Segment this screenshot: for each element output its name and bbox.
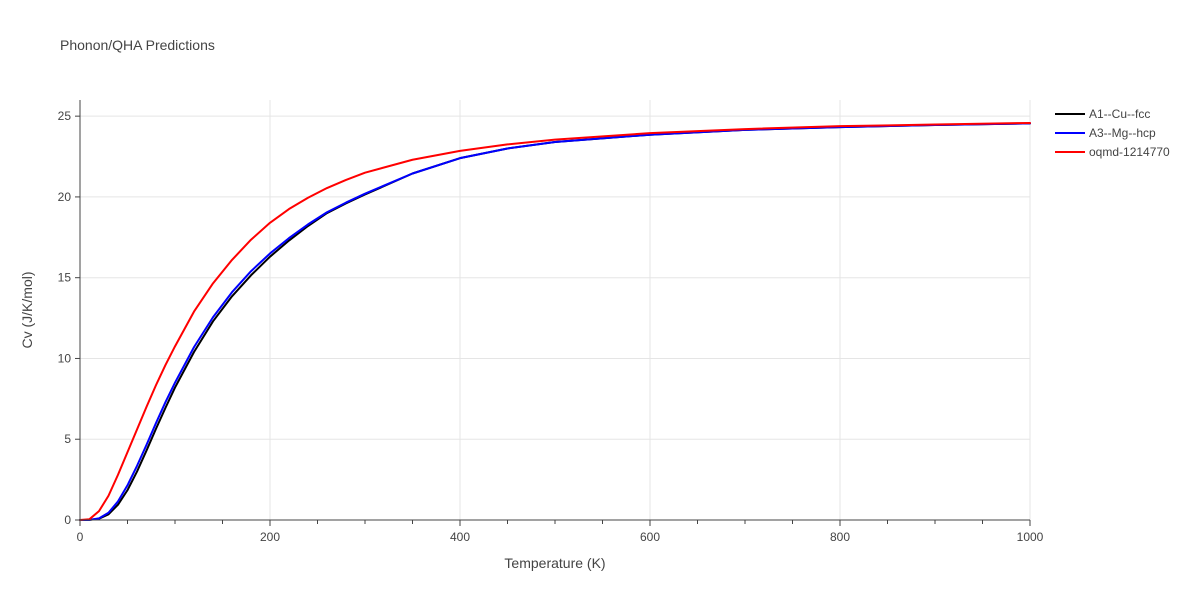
series-line-2[interactable]	[79, 122, 1031, 521]
x-tick-label: 0	[77, 530, 84, 544]
grid	[80, 100, 1031, 520]
chart-title: Phonon/QHA Predictions	[60, 37, 215, 53]
y-tick-label: 10	[58, 351, 72, 365]
y-tick-label: 20	[58, 190, 72, 204]
legend-label: A3--Mg--hcp	[1089, 126, 1156, 140]
y-tick-label: 15	[58, 271, 72, 285]
y-tick-label: 5	[64, 432, 71, 446]
legend-label: A1--Cu--fcc	[1089, 107, 1150, 121]
x-tick-label: 800	[830, 530, 850, 544]
x-tick-label: 600	[640, 530, 660, 544]
legend-item-1[interactable]: A1--Cu--fcc	[1055, 107, 1150, 121]
ticks: 0 200 400 600 800 1000 0 5 10 15 20 25	[58, 109, 1044, 544]
y-axis-label: Cv (J/K/mol)	[19, 272, 35, 349]
x-tick-label: 1000	[1017, 530, 1044, 544]
y-tick-label: 0	[64, 513, 71, 527]
legend[interactable]: A1--Cu--fcc A3--Mg--hcp oqmd-1214770	[1055, 107, 1170, 159]
legend-item-3[interactable]: oqmd-1214770	[1055, 145, 1170, 159]
series-line-3[interactable]	[79, 121, 1031, 521]
series-layer	[79, 121, 1031, 521]
x-tick-label: 200	[260, 530, 280, 544]
legend-label: oqmd-1214770	[1089, 145, 1170, 159]
y-tick-label: 25	[58, 109, 72, 123]
x-tick-label: 400	[450, 530, 470, 544]
legend-item-2[interactable]: A3--Mg--hcp	[1055, 126, 1156, 140]
x-axis-label: Temperature (K)	[504, 555, 605, 571]
